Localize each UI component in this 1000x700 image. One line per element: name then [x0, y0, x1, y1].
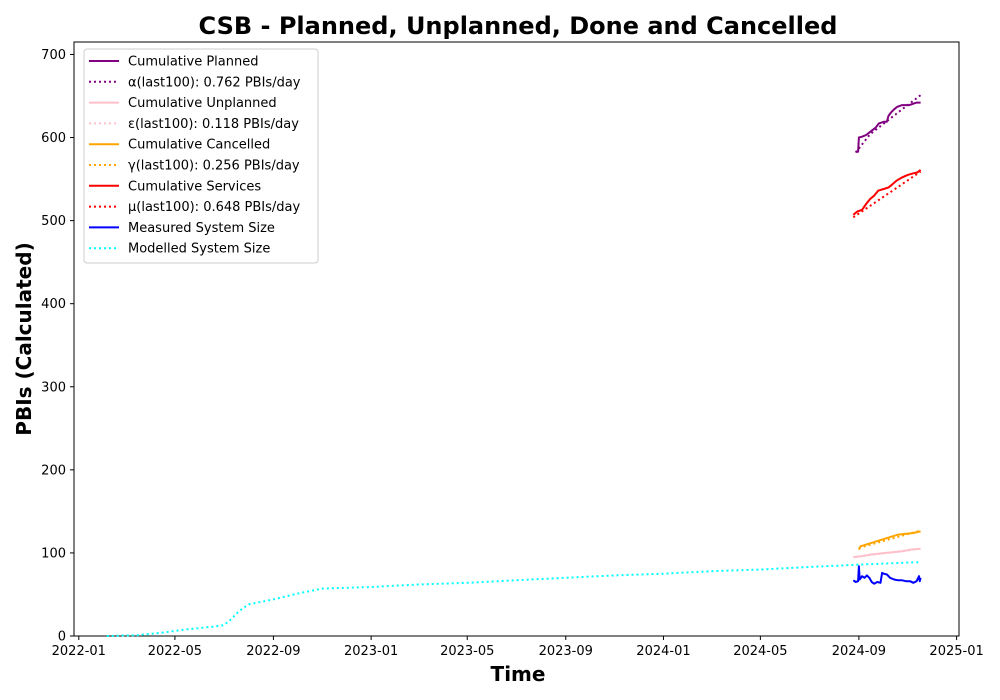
legend-label-1: α(last100): 0.762 PBIs/day	[128, 75, 301, 90]
y-tick-label: 100	[41, 546, 66, 561]
legend-label-6: Cumulative Services	[128, 179, 261, 194]
series-layer	[106, 94, 922, 637]
x-tick-label: 2023-09	[539, 644, 593, 659]
x-tick-label: 2023-01	[344, 644, 398, 659]
x-tick-label: 2024-01	[636, 644, 690, 659]
series-line-9	[106, 561, 921, 637]
y-tick-label: 300	[41, 380, 66, 395]
x-tick-label: 2022-09	[246, 644, 300, 659]
x-tick-label: 2025-01	[929, 644, 983, 659]
y-axis: 0 100 200 300 400 500 600 700	[41, 48, 74, 645]
series-line-1	[854, 94, 922, 154]
x-axis-label: Time	[491, 662, 546, 686]
series-line-5	[858, 529, 921, 549]
legend-label-7: μ(last100): 0.648 PBIs/day	[128, 200, 300, 215]
legend-label-9: Modelled System Size	[128, 242, 270, 257]
x-tick-label: 2022-05	[148, 644, 202, 659]
legend-label-0: Cumulative Planned	[128, 55, 258, 70]
x-axis: 2022-01 2022-05 2022-09 2023-01 2023-05 2023-…	[52, 636, 984, 659]
legend-label-2: Cumulative Unplanned	[128, 96, 277, 111]
y-tick-label: 500	[41, 214, 66, 229]
series-line-3	[853, 547, 921, 559]
legend-label-5: γ(last100): 0.256 PBIs/day	[128, 159, 300, 174]
x-tick-label: 2024-09	[832, 644, 886, 659]
legend-label-3: ε(last100): 0.118 PBIs/day	[128, 117, 299, 132]
y-tick-label: 600	[41, 131, 66, 146]
y-tick-label: 700	[41, 48, 66, 63]
chart-title: CSB - Planned, Unplanned, Done and Cance…	[199, 12, 838, 40]
legend: Cumulative Planned α(last100): 0.762 PBIs…	[83, 48, 319, 264]
y-tick-label: 400	[41, 297, 66, 312]
x-tick-label: 2024-05	[733, 644, 787, 659]
series-line-8	[852, 565, 922, 585]
x-tick-label: 2023-05	[440, 644, 494, 659]
y-tick-label: 0	[58, 630, 66, 645]
x-tick-label: 2022-01	[52, 644, 106, 659]
legend-label-4: Cumulative Cancelled	[128, 138, 270, 153]
series-line-0	[855, 101, 921, 153]
series-line-7	[852, 170, 922, 219]
y-axis-label: PBIs (Calculated)	[12, 242, 36, 435]
series-line-6	[852, 169, 922, 216]
legend-label-8: Measured System Size	[128, 221, 275, 236]
series-line-4	[858, 530, 921, 551]
y-tick-label: 200	[41, 463, 66, 478]
legend-box	[83, 48, 319, 264]
